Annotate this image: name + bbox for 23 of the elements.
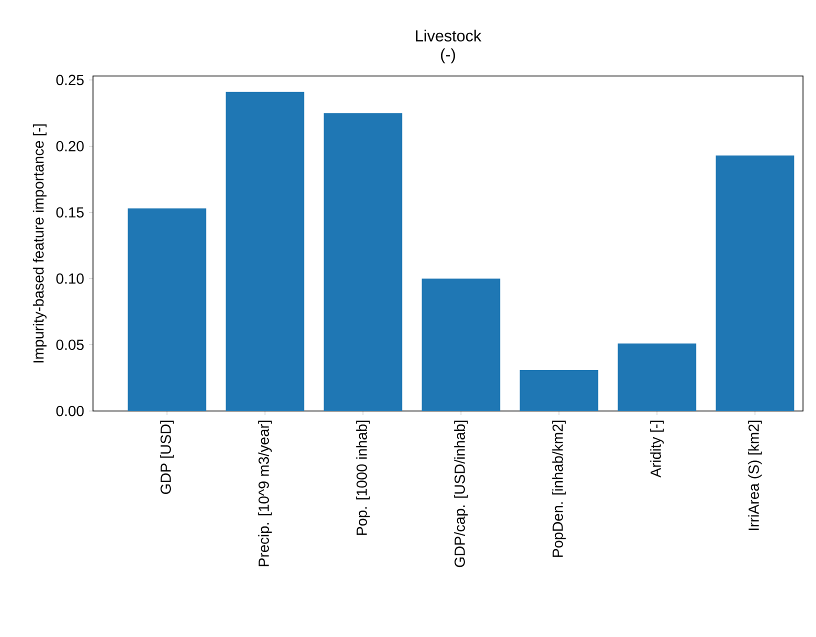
- x-tick-label: Precip. [10^9 m3/year]: [258, 420, 272, 566]
- y-axis-title: Impurity-based feature importance [-]: [32, 124, 47, 362]
- y-tick-label: 0.10: [56, 273, 84, 284]
- bar: [226, 92, 304, 411]
- y-tick-label: 0.20: [56, 141, 84, 152]
- chart-title: Livestock: [416, 30, 482, 42]
- y-tick-label: 0.00: [56, 406, 84, 416]
- bar: [716, 155, 794, 411]
- bar: [618, 343, 696, 411]
- x-tick-label: IrriArea (S) [km2]: [748, 420, 762, 530]
- x-tick-label: GDP/cap. [USD/inhab]: [454, 420, 468, 568]
- x-tick-label: Aridity [-]: [650, 420, 664, 478]
- y-tick-label: 0.25: [56, 74, 84, 86]
- bar: [520, 370, 598, 411]
- y-tick-label: 0.05: [56, 340, 84, 350]
- bar: [422, 278, 500, 411]
- y-tick-label: 0.15: [56, 207, 84, 218]
- bar: [128, 208, 206, 411]
- x-tick-label: GDP [USD]: [160, 420, 174, 494]
- bar: [324, 113, 402, 411]
- x-tick-label: Pop. [1000 inhab]: [356, 420, 370, 535]
- x-tick-label: PopDen. [inhab/km2]: [552, 420, 566, 557]
- chart-subtitle: (-): [440, 48, 455, 64]
